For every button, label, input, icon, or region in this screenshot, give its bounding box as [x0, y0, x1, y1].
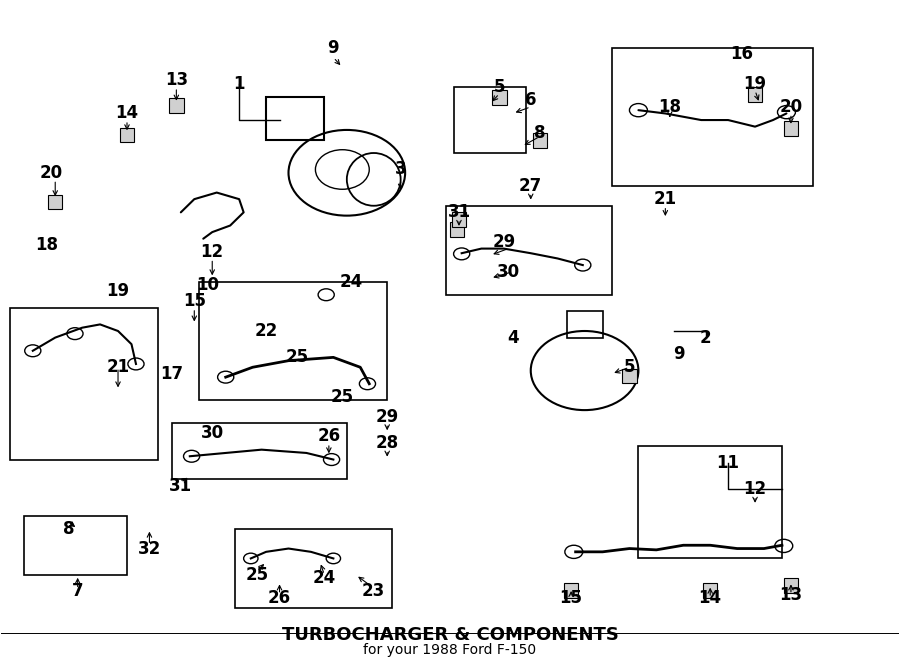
Text: 7: 7 [72, 583, 84, 600]
Text: TURBOCHARGER & COMPONENTS: TURBOCHARGER & COMPONENTS [282, 626, 618, 644]
Text: 19: 19 [743, 75, 767, 93]
Text: 25: 25 [331, 388, 354, 406]
Bar [784, 578, 798, 592]
Text: 17: 17 [160, 365, 184, 383]
Text: 13: 13 [165, 71, 188, 89]
Text: 23: 23 [362, 583, 385, 600]
Bar [235, 529, 392, 608]
Bar [452, 213, 466, 227]
Text: 26: 26 [268, 589, 291, 607]
Text: 22: 22 [255, 322, 278, 340]
Text: 14: 14 [698, 589, 722, 607]
Text: 18: 18 [35, 236, 58, 254]
Text: 26: 26 [318, 428, 340, 446]
Text: 4: 4 [507, 328, 518, 347]
Text: 13: 13 [779, 586, 803, 604]
Bar [169, 98, 184, 113]
Bar [611, 48, 814, 186]
Bar [567, 311, 602, 338]
Text: 25: 25 [286, 348, 309, 366]
Text: 14: 14 [115, 105, 139, 122]
Text: 1: 1 [233, 75, 245, 93]
Bar [199, 281, 387, 401]
Text: 28: 28 [375, 434, 399, 452]
Text: 21: 21 [653, 190, 677, 208]
Text: 12: 12 [743, 480, 767, 498]
Bar [784, 121, 798, 136]
Text: 29: 29 [492, 233, 516, 251]
Text: 3: 3 [395, 160, 407, 179]
Text: 2: 2 [700, 328, 712, 347]
Bar [454, 87, 526, 153]
Bar [266, 97, 324, 140]
Text: 19: 19 [106, 283, 130, 301]
Bar [450, 222, 464, 237]
Bar [23, 516, 127, 575]
Bar [703, 583, 717, 598]
Text: 15: 15 [560, 589, 582, 607]
Bar [638, 446, 782, 559]
Text: 31: 31 [169, 477, 193, 495]
Bar [622, 369, 636, 383]
Bar [492, 91, 507, 105]
Text: 5: 5 [493, 78, 505, 96]
Text: 29: 29 [375, 408, 399, 426]
Bar [172, 423, 346, 479]
Text: 25: 25 [246, 566, 269, 584]
Text: 12: 12 [201, 243, 224, 261]
Text: 24: 24 [313, 569, 336, 587]
Text: 11: 11 [716, 454, 740, 472]
Text: 21: 21 [106, 358, 130, 376]
Text: 9: 9 [673, 345, 685, 363]
Bar [533, 133, 547, 148]
Text: 30: 30 [497, 263, 520, 281]
Text: 9: 9 [328, 38, 339, 56]
Text: 27: 27 [519, 177, 543, 195]
Text: 32: 32 [138, 540, 161, 557]
Bar [748, 87, 762, 101]
Text: 5: 5 [624, 358, 635, 376]
Text: 8: 8 [63, 520, 75, 538]
Text: 8: 8 [534, 124, 545, 142]
Bar [120, 128, 134, 142]
Text: 10: 10 [196, 276, 220, 294]
Text: 6: 6 [525, 91, 536, 109]
Bar [564, 583, 579, 598]
Text: 20: 20 [40, 164, 62, 182]
Text: 20: 20 [779, 98, 803, 116]
Text: 24: 24 [339, 273, 363, 291]
Bar [446, 206, 611, 295]
Text: for your 1988 Ford F-150: for your 1988 Ford F-150 [364, 643, 536, 657]
Text: 16: 16 [730, 45, 753, 63]
Bar [48, 195, 62, 209]
Text: 31: 31 [447, 203, 471, 221]
Bar [11, 308, 158, 459]
Text: 18: 18 [658, 98, 681, 116]
Text: 30: 30 [201, 424, 224, 442]
Text: 15: 15 [183, 293, 206, 310]
